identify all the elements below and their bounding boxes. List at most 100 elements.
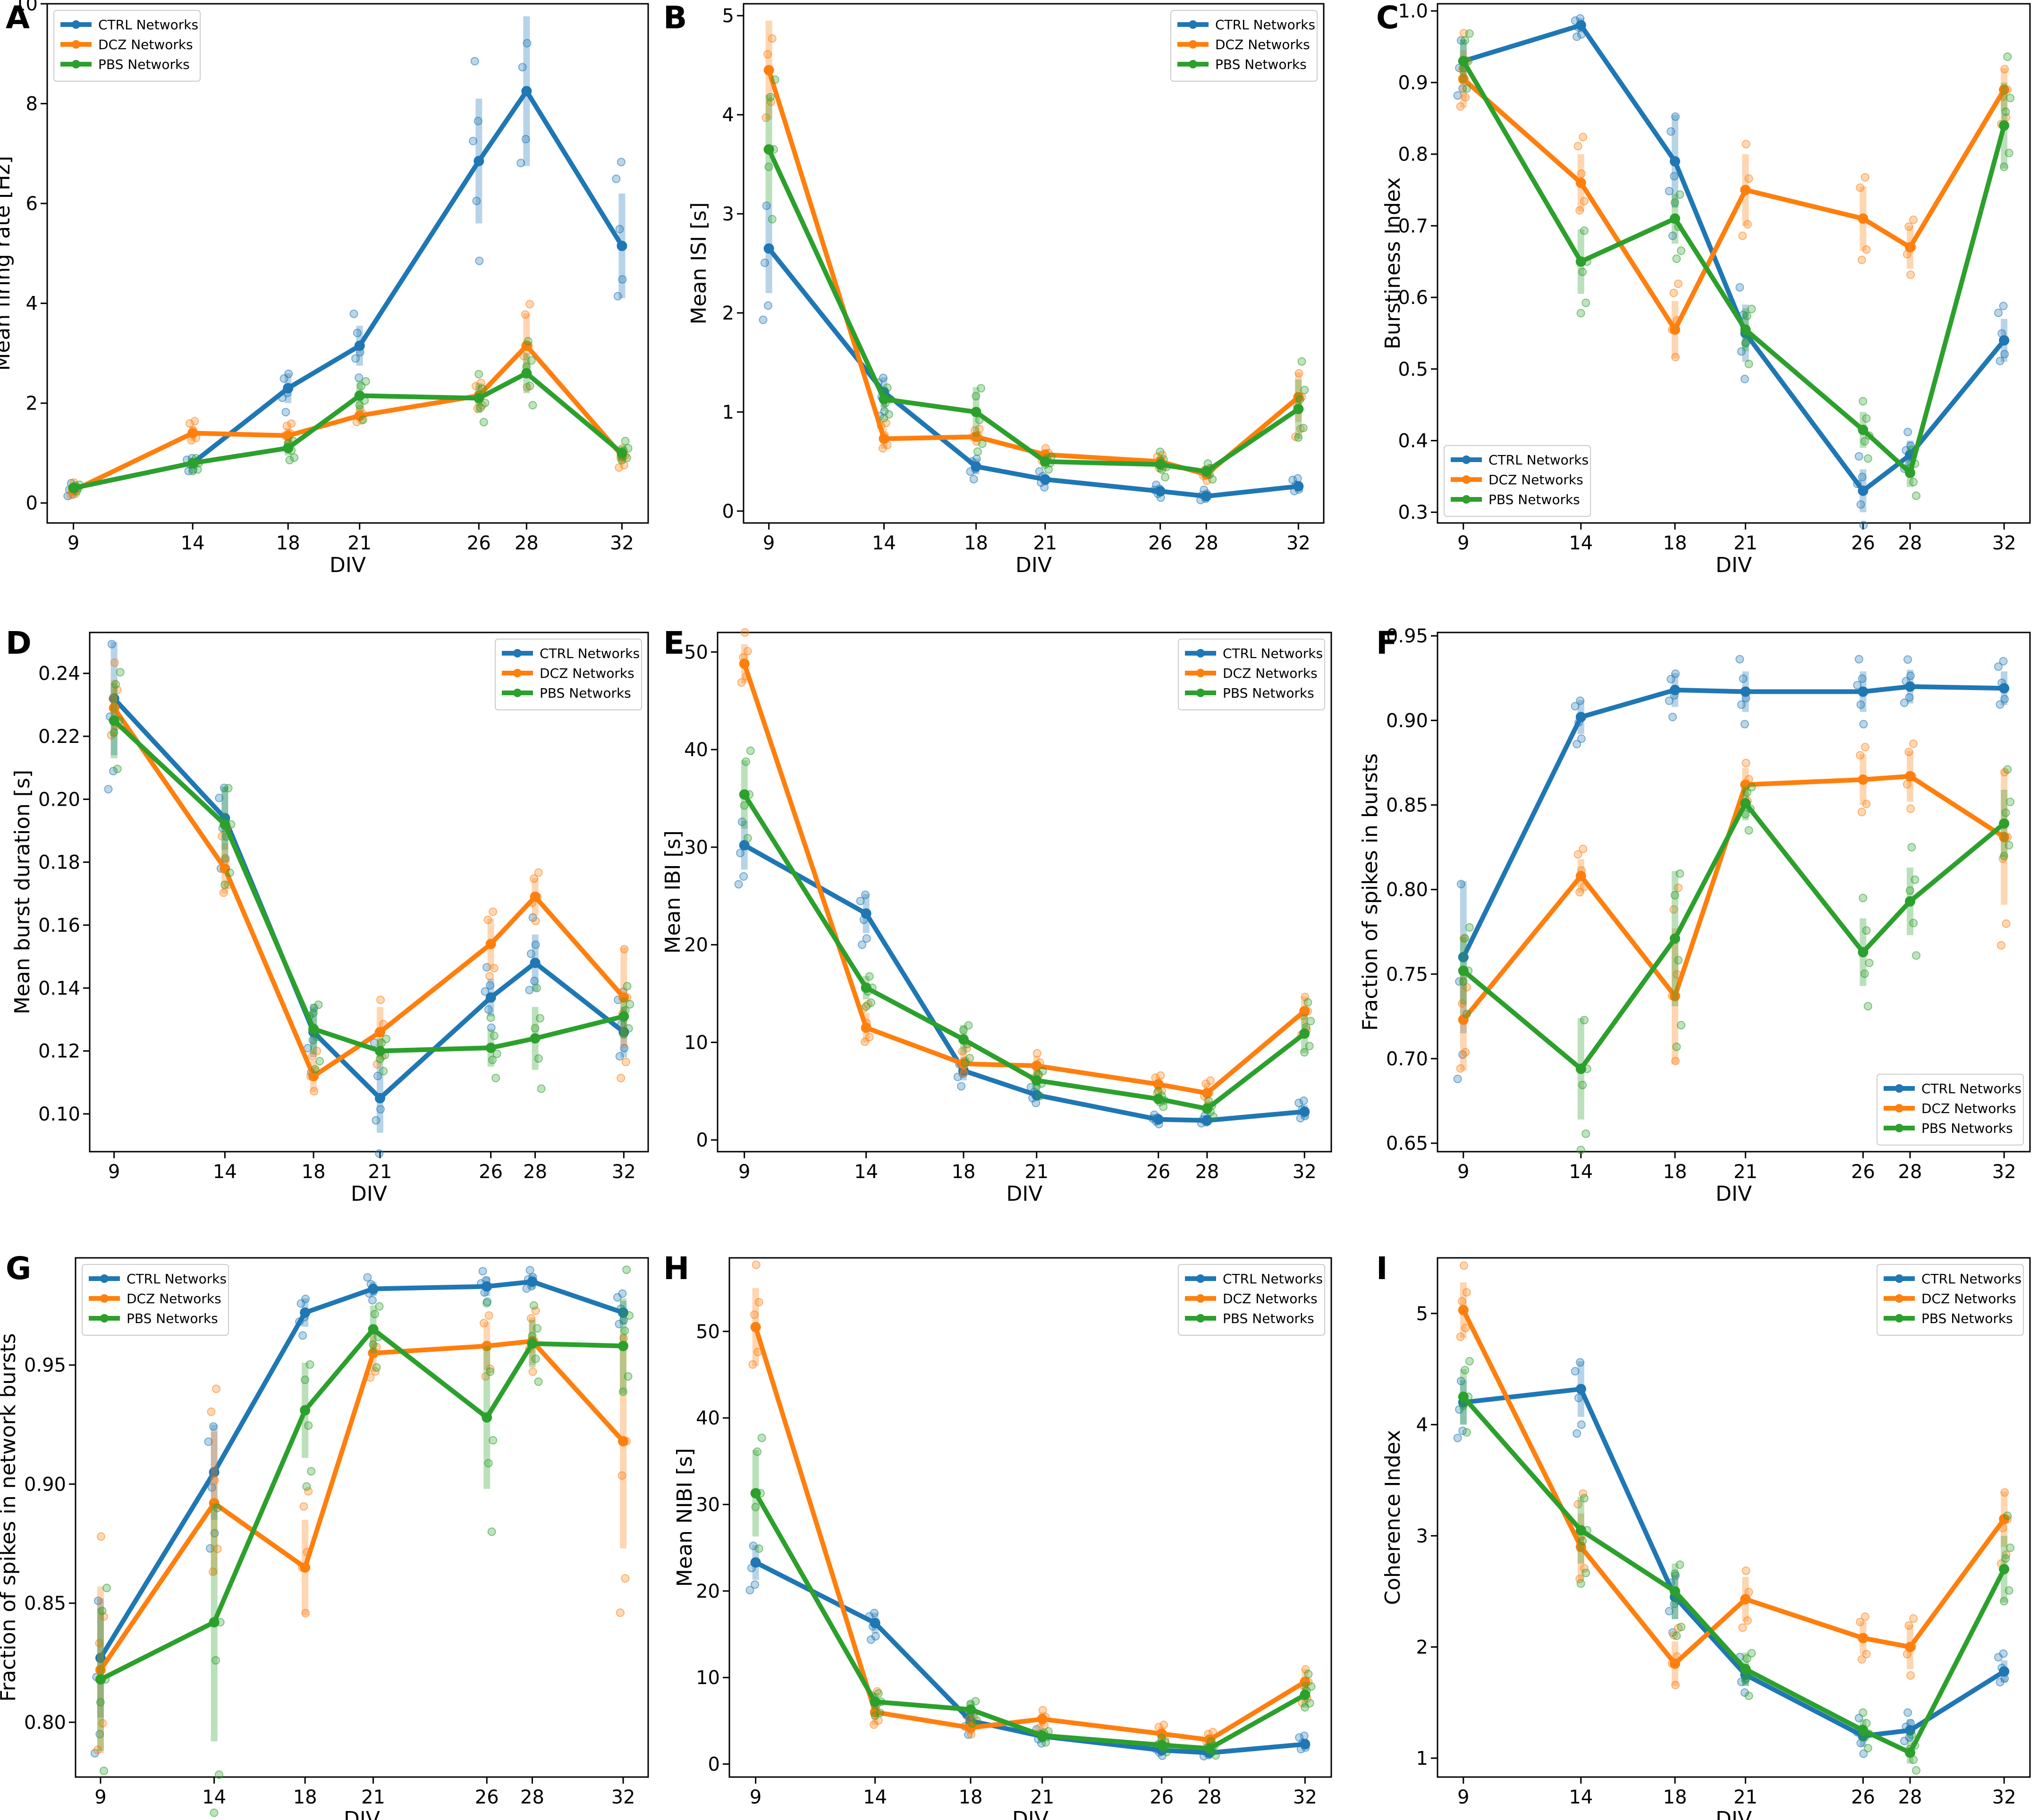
sample-point-dcz (1857, 1655, 1866, 1664)
y-tick-label: 50 (684, 641, 708, 663)
sample-point-pbs (527, 356, 536, 365)
sample-point-pbs (479, 418, 488, 427)
sample-point-ctrl (1858, 472, 1867, 481)
legend-label-pbs: PBS Networks (1223, 1311, 1314, 1326)
legend-marker-pbs (1895, 1124, 1903, 1132)
mean-point-pbs (1740, 1664, 1751, 1675)
mean-point-ctrl (1999, 683, 2010, 694)
sample-point-ctrl (1994, 308, 2003, 317)
mean-point-pbs (1153, 1094, 1164, 1104)
sample-point-pbs (622, 1265, 631, 1274)
sample-point-pbs (770, 75, 779, 84)
sample-point-ctrl (1854, 655, 1863, 664)
sample-point-pbs (1465, 29, 1474, 38)
y-tick-label: 0 (26, 493, 38, 514)
plot-frame-g (75, 1257, 649, 1778)
sample-point-pbs (1576, 309, 1585, 318)
sample-point-pbs (2003, 765, 2012, 774)
sample-point-ctrl (1859, 720, 1868, 729)
x-tick-label: 9 (1457, 532, 1469, 554)
sample-point-dcz (521, 310, 530, 319)
sample-point-dcz (1906, 1671, 1915, 1680)
sample-point-pbs (1859, 397, 1868, 406)
series-dcz (93, 1306, 631, 1754)
series-line-ctrl (1463, 1386, 2005, 1738)
legend-label-ctrl: CTRL Networks (1921, 1081, 2021, 1096)
y-tick-label: 0.8 (1398, 144, 1428, 166)
sample-point-dcz (748, 1360, 757, 1369)
legend-label-dcz: DCZ Networks (1223, 1291, 1318, 1306)
sample-point-pbs (1909, 478, 1918, 487)
sample-point-dcz (865, 1033, 874, 1042)
sample-point-ctrl (530, 977, 539, 986)
series-line-ctrl (73, 89, 624, 490)
x-tick-label: 28 (1198, 1786, 1222, 1808)
x-axis-label: DIV (1716, 1182, 1752, 1206)
series-line-pbs (1462, 800, 2006, 1071)
x-tick-label: 32 (1992, 1786, 2016, 1808)
x-tick-label: 21 (1734, 532, 1758, 554)
legend-marker-pbs (1196, 689, 1205, 697)
mean-point-ctrl (739, 840, 750, 851)
sample-point-pbs (1578, 268, 1587, 277)
sample-point-pbs (978, 439, 987, 448)
mean-point-pbs (109, 715, 119, 726)
sample-point-dcz (740, 628, 749, 637)
sample-point-ctrl (1853, 681, 1862, 690)
mean-point-dcz (1458, 1305, 1469, 1315)
x-tick-label: 14 (181, 532, 205, 554)
panel-G: G 9 14 18 21 26 28 32 0.80 0.85 0.90 0.95 DIV Fractio… (0, 1250, 649, 1820)
legend-label-dcz: DCZ Networks (1223, 666, 1318, 681)
sample-point-pbs (488, 1055, 497, 1064)
sample-point-pbs (525, 381, 534, 390)
sample-point-pbs (529, 1301, 538, 1310)
sample-point-pbs (2000, 162, 2009, 171)
y-tick-label: 6 (26, 193, 38, 215)
mean-point-dcz (1031, 1061, 1042, 1071)
legend: CTRL Networks DCZ Networks PBS Networks (53, 10, 201, 82)
sample-point-pbs (2000, 851, 2009, 860)
sample-point-dcz (1856, 751, 1865, 760)
y-axis-label: Fraction of spikes in network bursts (0, 1333, 20, 1702)
sample-point-dcz (287, 419, 296, 428)
x-tick-label: 9 (763, 532, 775, 554)
mean-point-dcz (739, 658, 750, 669)
sample-point-pbs (1744, 826, 1753, 835)
series-pbs (739, 746, 1315, 1121)
sample-point-pbs (375, 1302, 384, 1311)
sample-point-ctrl (486, 981, 495, 990)
mean-point-pbs (1037, 1730, 1048, 1741)
sample-point-ctrl (861, 890, 870, 899)
sample-point-dcz (621, 1057, 630, 1066)
sample-point-dcz (1575, 206, 1584, 215)
y-tick-label: 0.14 (38, 977, 80, 999)
sample-point-ctrl (618, 275, 627, 284)
mean-point-ctrl (1575, 1383, 1586, 1394)
mean-point-dcz (109, 703, 119, 713)
sample-point-pbs (2006, 93, 2015, 102)
mean-point-pbs (187, 458, 198, 469)
mean-point-pbs (1458, 56, 1469, 67)
sample-point-pbs (1459, 977, 1468, 986)
sample-point-dcz (190, 417, 199, 426)
sample-point-dcz (958, 1047, 967, 1056)
mean-point-pbs (618, 1011, 629, 1022)
sample-point-pbs (624, 1372, 633, 1381)
sample-point-pbs (2004, 149, 2013, 158)
y-tick-label: 0.80 (24, 1712, 66, 1734)
panel-letter-a: A (6, 0, 30, 36)
x-tick-label: 9 (94, 1786, 106, 1808)
sample-point-pbs (1742, 312, 1751, 320)
sample-point-dcz (534, 868, 543, 877)
x-axis-label: DIV (1006, 1182, 1043, 1206)
sample-point-pbs (531, 1024, 540, 1033)
legend-label-pbs: PBS Networks (1921, 1121, 2013, 1136)
mean-point-ctrl (485, 992, 496, 1003)
sample-point-ctrl (1577, 1420, 1586, 1429)
legend-label-pbs: PBS Networks (127, 1311, 218, 1326)
sample-point-pbs (478, 384, 487, 393)
sample-point-dcz (95, 1639, 104, 1648)
sample-point-ctrl (1906, 671, 1915, 680)
sample-point-dcz (1462, 1288, 1471, 1297)
x-tick-label: 26 (1851, 532, 1875, 554)
